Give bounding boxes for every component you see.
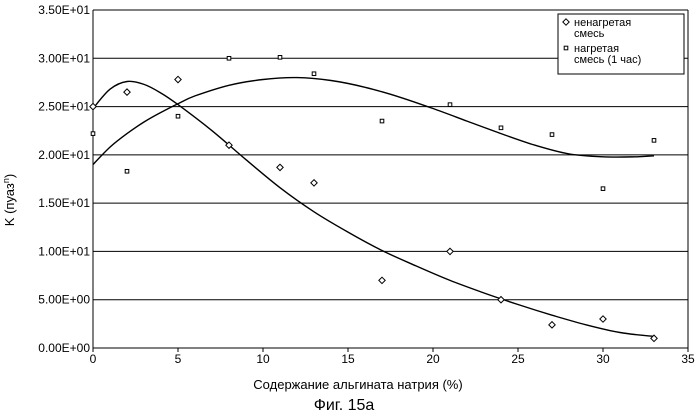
data-point-series-2 xyxy=(550,133,554,137)
y-tick-label: 0.00E+00 xyxy=(38,341,90,355)
y-axis-label-main: K (пуаз xyxy=(2,183,17,226)
y-tick-label: 3.50E+01 xyxy=(38,3,90,17)
data-point-series-1 xyxy=(90,103,96,109)
legend: ненагретаясмесьнагретаясмесь (1 час) xyxy=(558,14,684,74)
x-tick-label: 10 xyxy=(256,352,270,366)
data-point-series-2 xyxy=(652,139,656,143)
y-tick-labels: 0.00E+00 5.00E+00 1.00E+01 1.50E+01 2.00E+01… xyxy=(38,3,90,355)
data-point-series-1 xyxy=(175,76,181,82)
data-point-series-2 xyxy=(91,132,95,136)
y-tick-label: 2.50E+01 xyxy=(38,100,90,114)
figure-caption: Фиг. 15а xyxy=(314,397,375,414)
data-point-series-2 xyxy=(601,187,605,191)
x-axis-label: Содержание альгината натрия (%) xyxy=(253,377,462,392)
x-tick-labels: 0 5 10 15 20 25 30 35 xyxy=(90,352,695,366)
x-tick-label: 25 xyxy=(511,352,525,366)
y-tick-label: 1.50E+01 xyxy=(38,196,90,210)
data-points xyxy=(90,56,657,342)
y-axis-label: K (пуазn) xyxy=(1,174,17,226)
y-tick-label: 3.00E+01 xyxy=(38,51,90,65)
data-point-series-2 xyxy=(499,126,503,130)
y-axis-label-tail: ) xyxy=(2,174,17,178)
data-point-series-1 xyxy=(447,248,453,254)
y-tick-label: 2.00E+01 xyxy=(38,148,90,162)
legend-square-marker xyxy=(564,46,568,50)
y-tick-label: 1.00E+01 xyxy=(38,244,90,258)
data-point-series-1 xyxy=(600,316,606,322)
data-point-series-1 xyxy=(379,277,385,283)
trendline-series-1 xyxy=(93,81,654,336)
data-point-series-1 xyxy=(277,164,283,170)
data-point-series-1 xyxy=(549,322,555,328)
data-point-series-2 xyxy=(312,72,316,76)
x-tick-label: 20 xyxy=(426,352,440,366)
x-tick-label: 0 xyxy=(90,352,97,366)
data-point-series-2 xyxy=(227,56,231,60)
x-tick-label: 5 xyxy=(175,352,182,366)
data-point-series-2 xyxy=(448,103,452,107)
data-point-series-1 xyxy=(124,89,130,95)
data-point-series-2 xyxy=(278,56,282,60)
data-point-series-2 xyxy=(125,169,129,173)
x-tick-label: 15 xyxy=(341,352,355,366)
data-point-series-1 xyxy=(311,180,317,186)
trendline-series-2 xyxy=(93,78,654,165)
x-tick-label: 35 xyxy=(681,352,695,366)
data-point-series-2 xyxy=(380,119,384,123)
y-tick-label: 5.00E+00 xyxy=(38,293,90,307)
x-tick-label: 30 xyxy=(596,352,610,366)
data-point-series-2 xyxy=(176,114,180,118)
